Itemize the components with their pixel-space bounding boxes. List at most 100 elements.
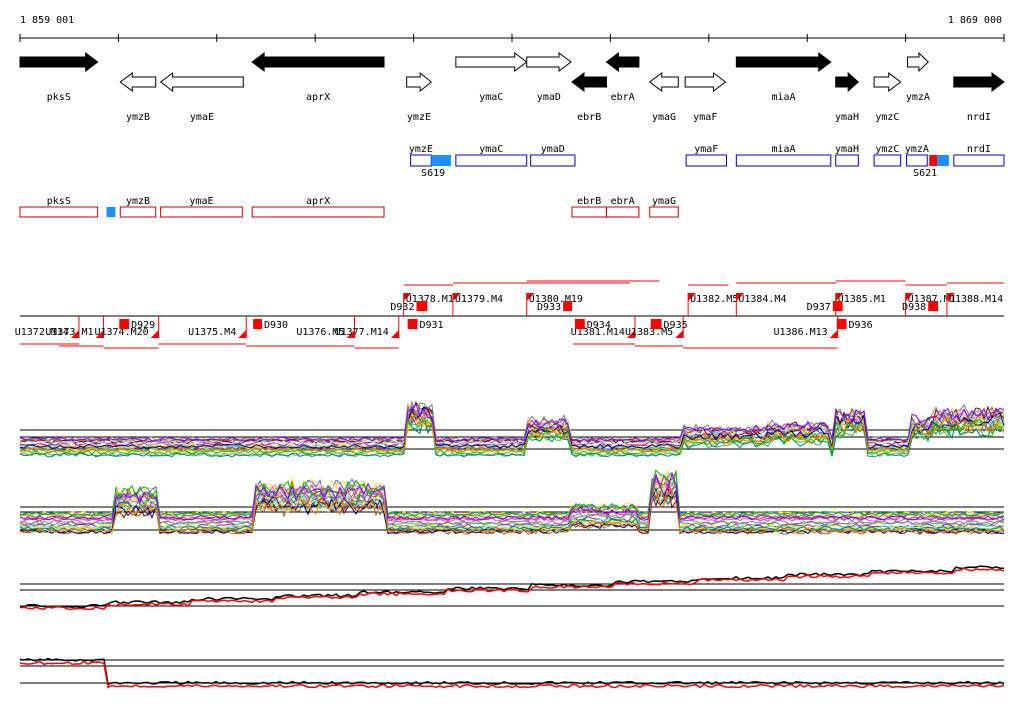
gene-arrow [19,52,99,72]
expression-trace [19,486,1005,534]
expression-trace [20,482,1005,530]
upper-segment-label: U1382.M5 [690,294,738,305]
minus-annotation-label: ymzB [126,196,150,207]
gene-label: ymzC [875,112,899,123]
plus-annotation-label: ymzC [875,144,899,155]
gene-label: ymaF [693,112,717,123]
gene-arrow [251,52,385,72]
lower-bar-label: D930 [264,320,288,331]
lower-segment-marker [346,330,355,338]
plus-annotation-label: ymaC [479,144,503,155]
upper-bar-label: D938 [902,302,926,313]
upper-segment-label: U1379.M4 [455,294,503,305]
upper-bar-label: D933 [537,302,561,313]
gene-arrow [159,72,244,92]
upper-segment-label: U1384.M4 [738,294,786,305]
upper-segment-marker [905,293,914,301]
minus-annotation-label: ymaG [652,196,676,207]
lower-segment-bar [119,319,130,329]
lower-segment-marker [150,330,159,338]
minus-annotation-box [649,206,679,218]
gene-label: ymzE [407,112,431,123]
upper-segment-marker [736,293,745,301]
lower-segment-bar [407,319,418,329]
segmentation-track: U1378.M1 U1379.M4 U1380.M19 U1382.M5 U1384.M… [15,280,1004,349]
gene-label: ymaE [190,112,214,123]
expression-trace [19,416,1005,458]
lower-segment-label: U1373.M1 [45,327,93,338]
expression-trace [19,660,1005,689]
gene-label: ymaD [537,92,561,103]
plus-annotation-box [953,154,1005,167]
lower-segment-label: U1381.M14 [571,327,625,338]
gene-label: ebrA [611,92,635,103]
upper-segment-marker [403,293,412,301]
lower-segment-label: U1383.M5 [625,327,673,338]
expression-trace [19,471,1005,517]
minus-annotation-label: pksS [47,196,71,207]
upper-segment-label: U1385.M1 [838,294,886,305]
upper-segment-marker [688,293,697,301]
lower-segment-marker [675,330,684,338]
minus-annotation-box [19,206,99,218]
lower-bar-label: D931 [419,320,443,331]
plus-annotation-box [906,154,928,167]
upper-segment-marker [946,293,955,301]
plus-annotation-box [835,154,859,167]
minus-annotation-box [605,206,640,218]
upper-segment-marker [526,293,535,301]
lower-segment-label: U1372.M14 [15,327,69,338]
minus-annotation-label: ebrA [611,196,635,207]
plus-annotation-label: nrdI [967,144,991,155]
gene-arrow [119,72,157,92]
gene-arrow [735,52,832,72]
expression-trace [19,400,1005,442]
plus-feature-label: S619 [421,168,445,179]
upper-bar-label: D932 [390,302,414,313]
plus-annotation-label: ymaF [694,144,718,155]
gene-arrow [571,72,607,92]
gene-arrow [455,52,528,72]
plus-annotation-label: ymzA [905,144,929,155]
lower-segment-label: U1377.M14 [335,327,389,338]
upper-segment-marker [835,293,844,301]
plus-annotation-box [455,154,528,167]
minus-strand-annotation-track: pksS ymzB ymaE aprX ebrB ebrA ymaG [19,196,679,218]
gene-label: ymzB [126,112,150,123]
lower-bar-label: D936 [849,320,873,331]
plus-annotation-box [735,154,832,167]
lower-segment-marker [626,330,635,338]
gene-label: ebrB [577,112,601,123]
lower-segment-label: U1375.M4 [188,327,236,338]
gene-label: ymaG [652,112,676,123]
plus-annotation-label: ymzE [409,144,433,155]
minus-annotation-box [160,206,243,218]
gene-label: pksS [47,92,71,103]
plus-annotation-box [410,154,432,167]
minus-annotation-label: ymaE [189,196,213,207]
lower-bar-label: D929 [131,320,155,331]
minus-annotation-label: aprX [306,196,330,207]
gene-label: ymzA [906,92,930,103]
expression-trace [19,567,1005,611]
gene-arrow [406,71,433,93]
gene-track: pksS ymzB ymaE aprX ymzE ymaC ymaD ebrB ebrA ymaG… [19,51,1005,123]
upper-segment-label: U1378.M1 [406,294,454,305]
gene-arrow [873,71,902,93]
lower-segment-marker [238,330,247,338]
expression-trace [19,490,1005,532]
lower-segment-bar [650,319,662,329]
gene-arrow [605,52,640,72]
expression-trace [19,469,1005,519]
plus-annotation-box [530,154,576,167]
expression-trace [19,469,1005,517]
lower-segment-marker [829,330,838,338]
minus-feature-box [106,207,116,217]
expression-trace [19,403,1005,446]
lower-segment-marker [70,330,79,338]
expression-trace [19,477,1005,526]
lower-segment-bar [836,319,847,329]
lower-segment-marker [95,330,104,338]
expression-trace [19,400,1005,443]
